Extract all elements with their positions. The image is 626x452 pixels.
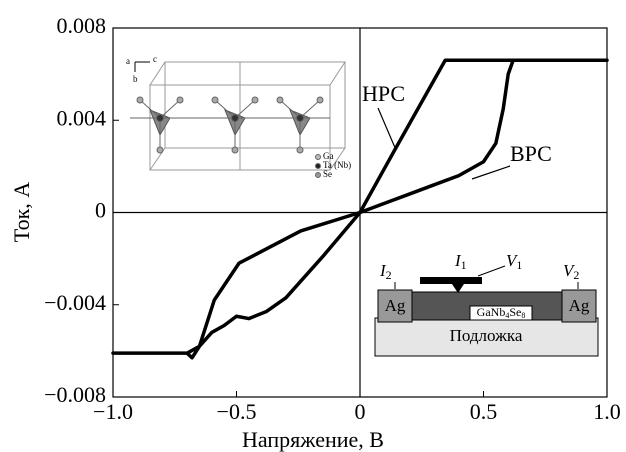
film-text: Se (509, 305, 521, 319)
y-tick-label: 0.004 (57, 105, 107, 130)
device-label: I1 (454, 251, 467, 272)
chart: Напряжение, В Ток, А a b c Ga Ta (Nb) Se (0, 0, 626, 452)
x-tick-label: 0 (355, 399, 366, 424)
y-tick-label: −0.008 (44, 382, 106, 407)
x-tick-label: 0.5 (470, 399, 498, 424)
y-tick-label: −0.004 (44, 290, 106, 315)
annotation-arrow (378, 108, 396, 150)
y-tick-label: 0 (95, 198, 106, 223)
film-text: GaNb (477, 305, 506, 319)
device-label: I2 (379, 261, 392, 282)
device-label: Подложка (450, 326, 523, 345)
crystal-axis: c (153, 54, 157, 64)
device-label: V2 (563, 261, 579, 282)
device-label: Ag (385, 296, 406, 315)
device-text: 2 (573, 268, 579, 282)
device-label: Ag (569, 296, 590, 315)
crystal-axis: b (133, 74, 138, 84)
crystal-axis: a (126, 56, 130, 66)
y-tick-label: 0.008 (57, 13, 107, 38)
annotation-arrow (472, 166, 510, 179)
y-axis-label: Ток, А (9, 182, 34, 242)
device-text: 1 (461, 258, 467, 272)
annotation: НРС (362, 81, 405, 106)
crystal-inset (130, 62, 345, 178)
annotation: ВРС (510, 141, 552, 166)
x-axis-label: Напряжение, В (242, 427, 384, 452)
film-label: GaNb4Se8 (477, 305, 526, 320)
device-text: 2 (386, 268, 392, 282)
iv-curve (113, 213, 360, 358)
x-tick-label: −0.5 (217, 399, 257, 424)
film-text: 8 (521, 311, 525, 320)
x-tick-label: 1.0 (593, 399, 621, 424)
crystal-legend: Se (323, 169, 332, 179)
device-label: V1 (506, 251, 522, 272)
device-text: 1 (516, 258, 522, 272)
